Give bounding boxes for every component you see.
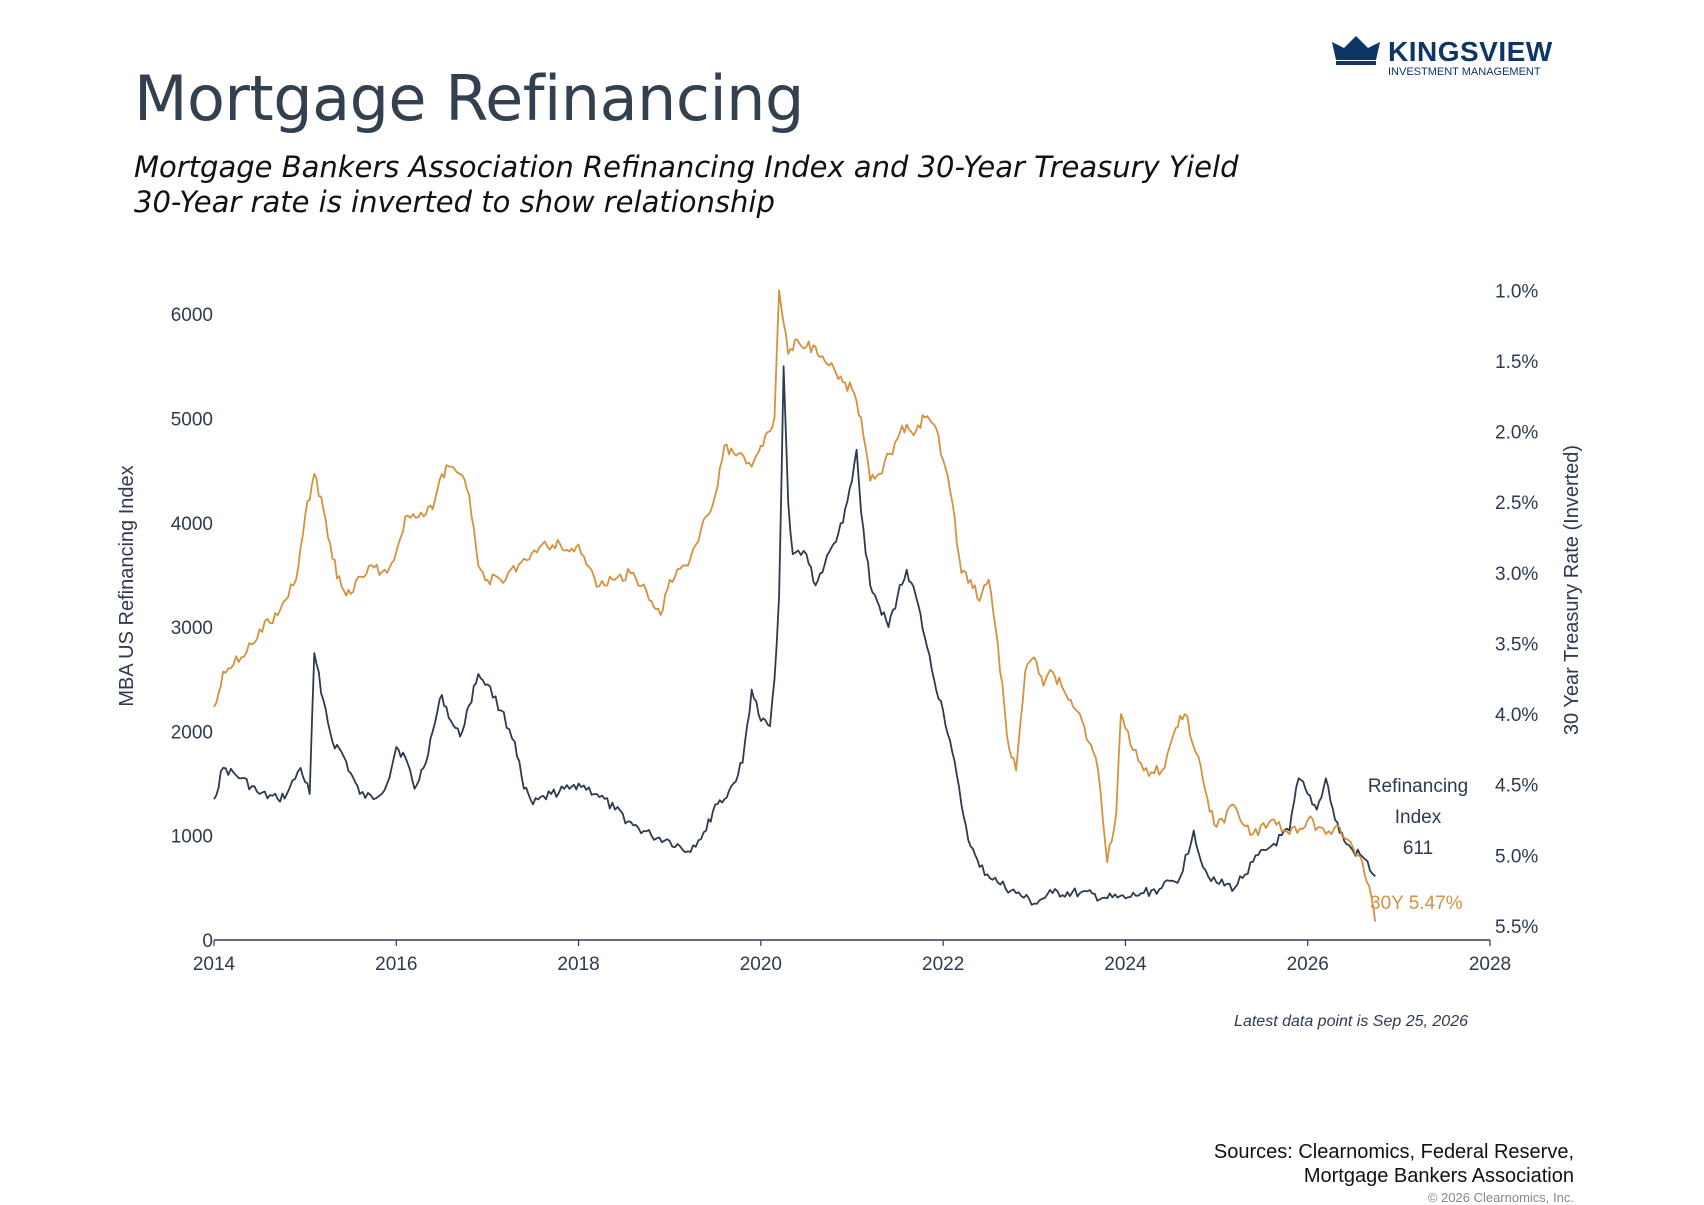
treasury-end-label: 30Y 5.47% xyxy=(1370,893,1463,914)
logo-name: KINGSVIEW xyxy=(1388,36,1553,67)
y-left-tick-label: 0 xyxy=(202,931,213,952)
sources-note: Sources: Clearnomics, Federal Reserve, M… xyxy=(1214,1140,1574,1188)
copyright: © 2026 Clearnomics, Inc. xyxy=(1427,1190,1574,1205)
y-right-tick-label: 5.0% xyxy=(1495,846,1538,867)
crown-icon xyxy=(1332,36,1380,65)
y-left-axis-title: MBA US Refinancing Index xyxy=(116,465,138,706)
logo-tagline: INVESTMENT MANAGEMENT xyxy=(1388,66,1541,78)
y-right-tick-label: 5.5% xyxy=(1495,917,1538,938)
y-right-tick-label: 2.5% xyxy=(1495,493,1538,514)
x-tick-label: 2014 xyxy=(193,954,236,975)
y-right-tick-label: 3.5% xyxy=(1495,634,1538,655)
y-left-tick-label: 3000 xyxy=(171,618,213,639)
y-left-tick-label: 2000 xyxy=(171,722,213,743)
x-tick-label: 2018 xyxy=(557,954,599,975)
x-tick-label: 2016 xyxy=(375,954,417,975)
treasury-30y-line xyxy=(213,289,1377,922)
y-right-axis-title: 30 Year Treasury Rate (Inverted) xyxy=(1561,445,1583,735)
y-right-tick-label: 1.5% xyxy=(1495,352,1538,373)
y-right-tick-label: 2.0% xyxy=(1495,423,1538,444)
y-left-tick-label: 5000 xyxy=(171,409,213,430)
page-title: Mortgage Refinancing xyxy=(134,62,804,135)
kingsview-logo: KINGSVIEW INVESTMENT MANAGEMENT xyxy=(1330,32,1560,80)
y-left-tick-label: 1000 xyxy=(171,827,213,848)
chart-subtitle-line1: Mortgage Bankers Association Refinancing… xyxy=(134,150,1239,184)
refinancing-end-label: 611 xyxy=(1403,838,1433,859)
y-left-tick-label: 4000 xyxy=(171,514,213,535)
x-tick-label: 2026 xyxy=(1287,954,1329,975)
x-tick-label: 2028 xyxy=(1469,954,1511,975)
chart-subtitle-line2: 30-Year rate is inverted to show relatio… xyxy=(134,185,775,219)
x-tick-label: 2024 xyxy=(1104,954,1147,975)
y-right-tick-label: 1.0% xyxy=(1495,281,1538,302)
y-right-tick-label: 3.0% xyxy=(1495,564,1538,585)
y-right-tick-label: 4.0% xyxy=(1495,705,1538,726)
x-tick-label: 2020 xyxy=(740,954,782,975)
sources-line2: Mortgage Bankers Association xyxy=(1303,1165,1574,1187)
y-right-tick-label: 4.5% xyxy=(1495,776,1538,797)
refinancing-index-line xyxy=(213,365,1376,906)
refinancing-end-label: Refinancing xyxy=(1368,776,1468,797)
sources-line1: Sources: Clearnomics, Federal Reserve, xyxy=(1213,1141,1574,1163)
latest-data-note: Latest data point is Sep 25, 2026 xyxy=(1234,1013,1468,1030)
x-tick-label: 2022 xyxy=(922,954,964,975)
refinancing-end-label: Index xyxy=(1395,807,1442,828)
y-left-tick-label: 6000 xyxy=(171,305,213,326)
